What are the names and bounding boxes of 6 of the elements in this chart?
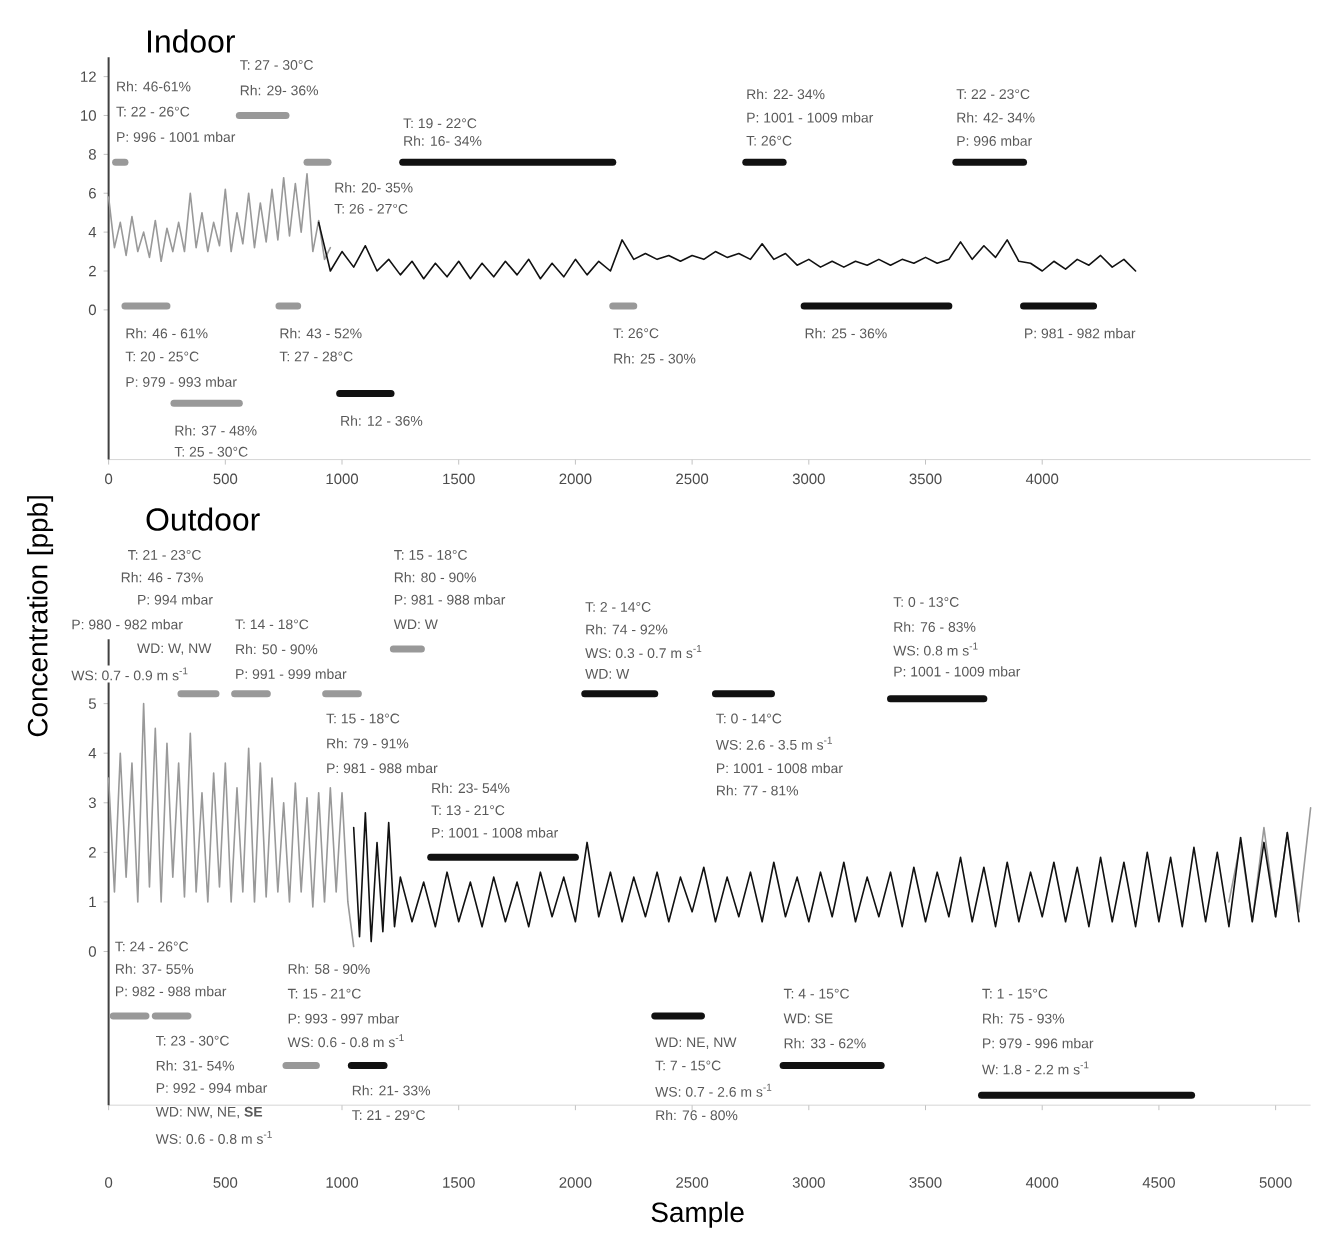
chart-title: Outdoor: [146, 507, 260, 531]
chart-title: Indoor: [148, 29, 235, 53]
y-axis-title: Concentration [ppb]: [27, 496, 54, 737]
line-series: [107, 173, 332, 263]
x-axis-title: Sample: [651, 1201, 744, 1228]
line-series: [317, 221, 1137, 280]
